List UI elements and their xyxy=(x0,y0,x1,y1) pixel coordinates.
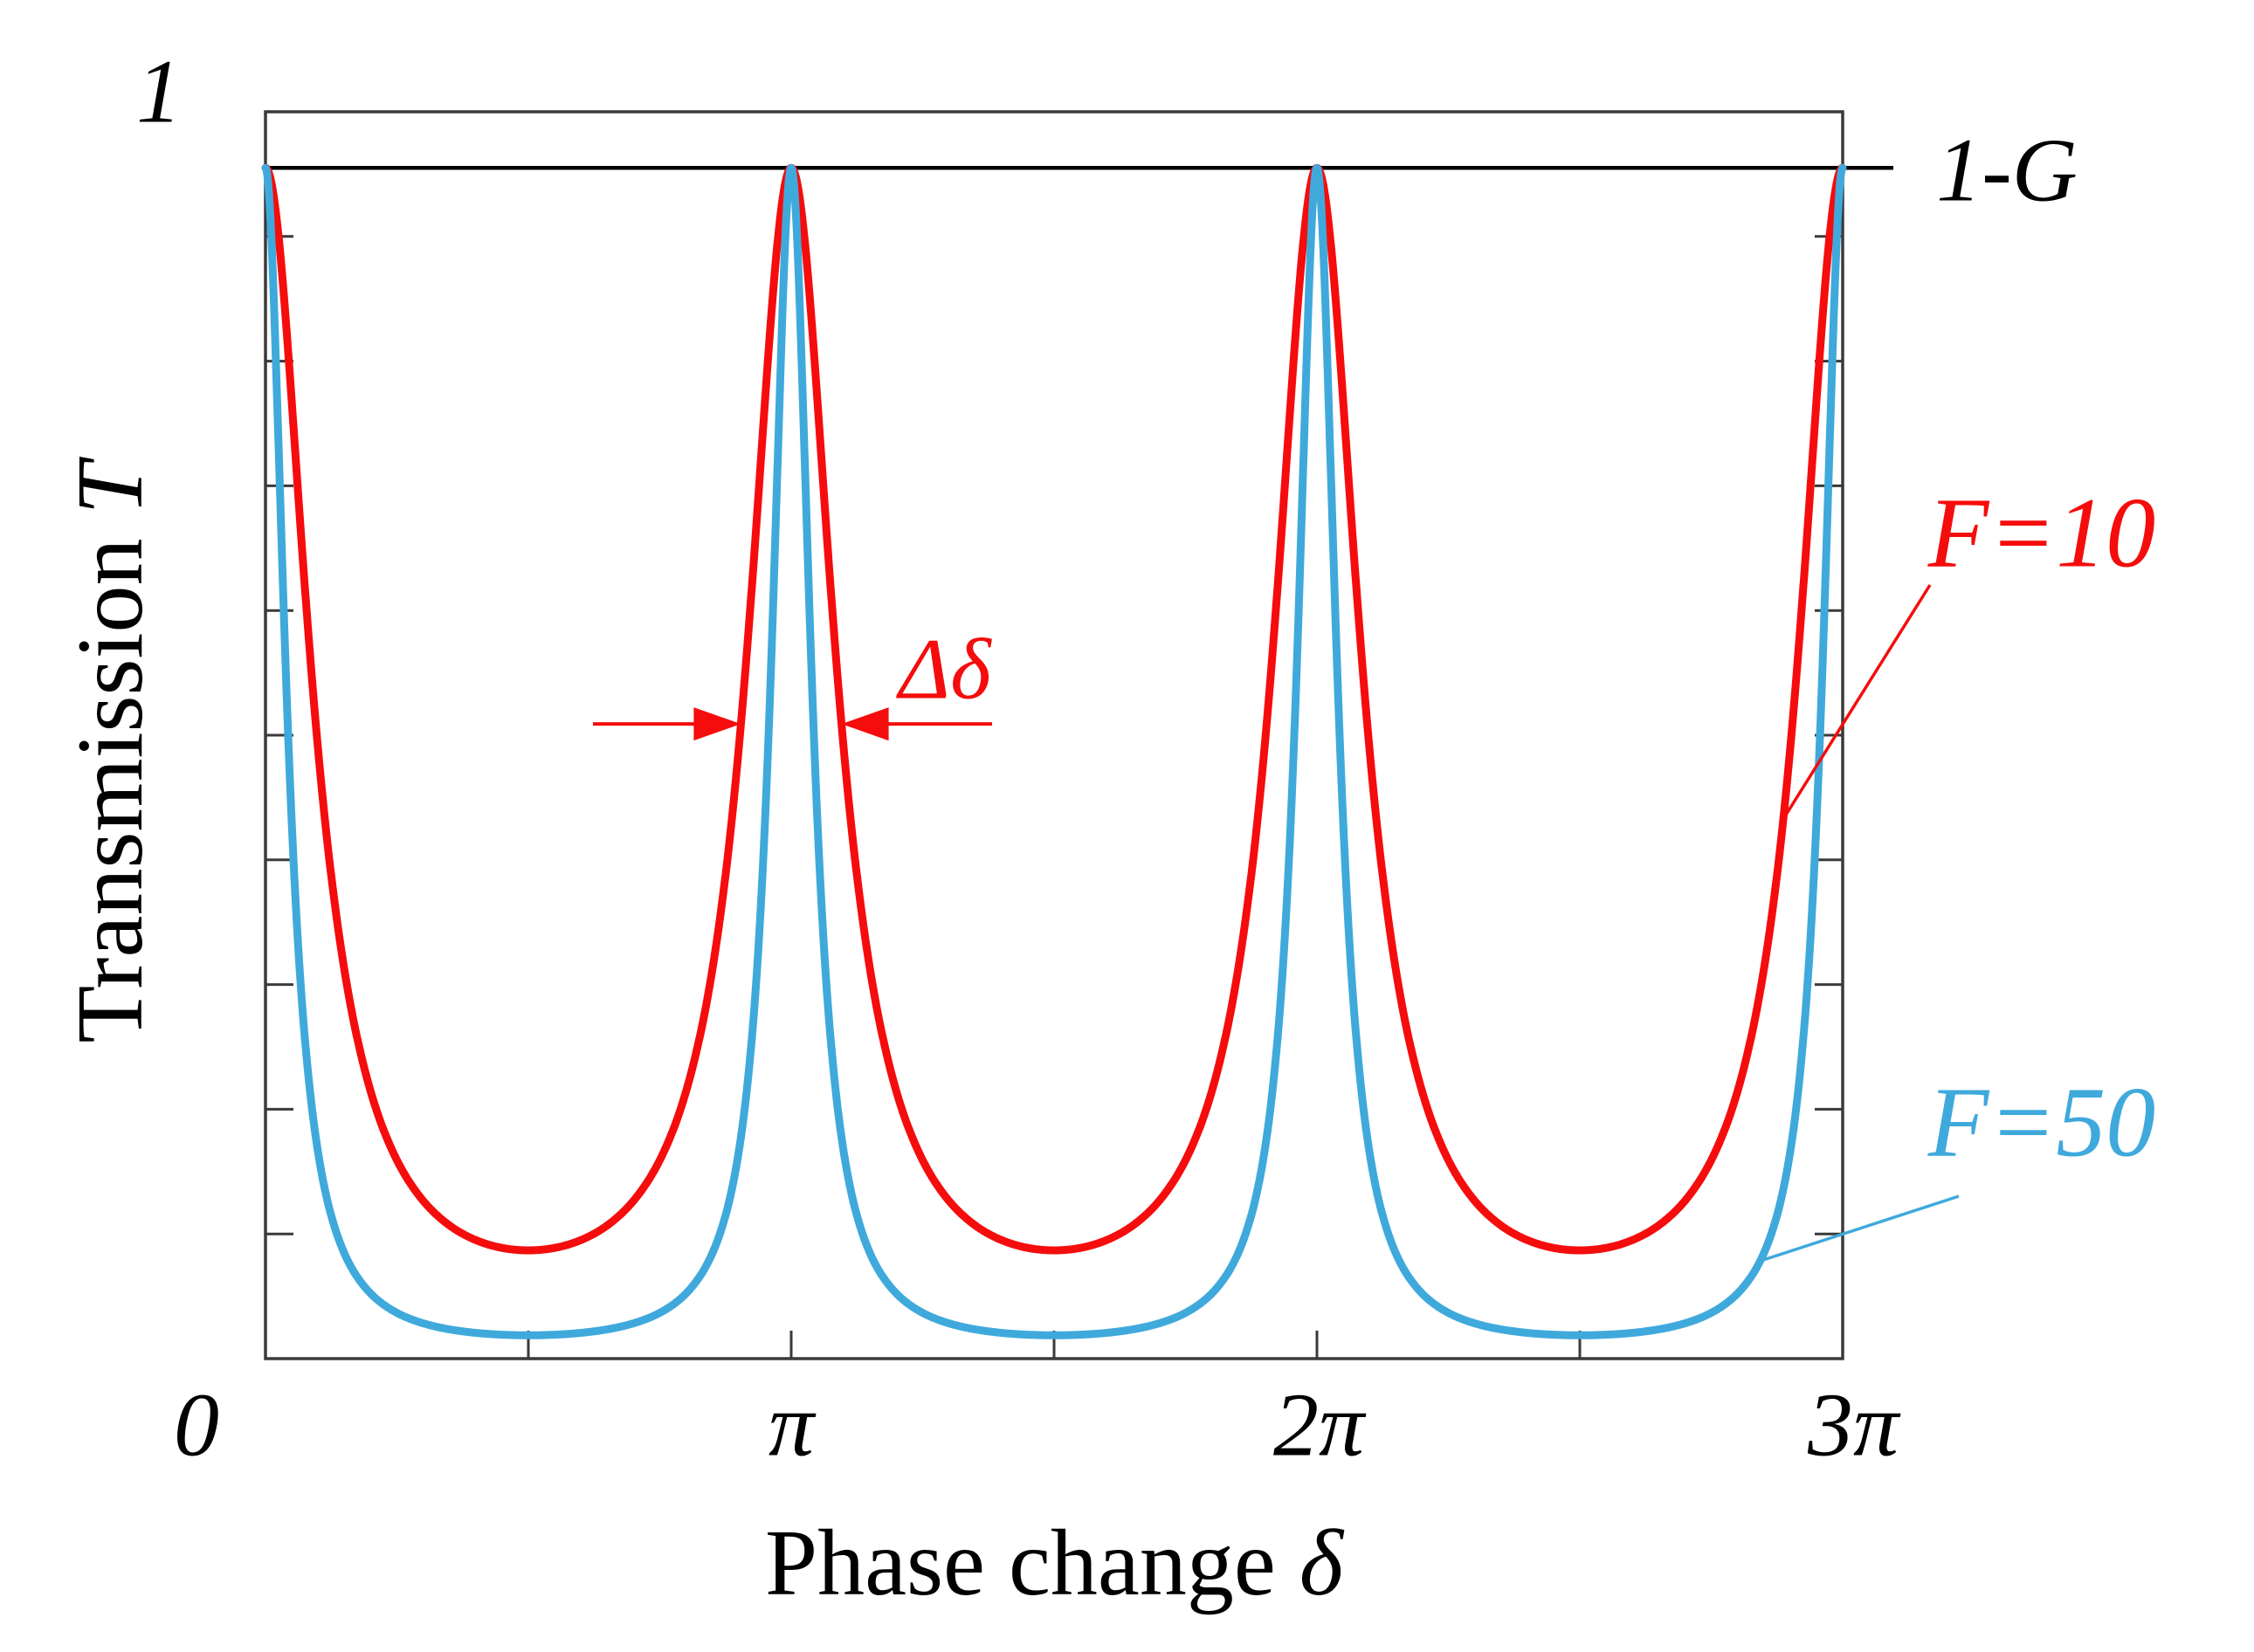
x-tick-label-2pi: 2π xyxy=(1273,1375,1367,1476)
fwhm-delta-label: Δδ xyxy=(895,621,992,718)
plot-border xyxy=(264,110,1844,1360)
series-curve-f10 xyxy=(261,163,1847,1255)
series-curve-f50 xyxy=(261,163,1847,1339)
fwhm-arrows xyxy=(593,707,992,741)
y-axis-title: Transmission T xyxy=(59,456,162,1043)
f10-leader-line xyxy=(1782,584,1932,820)
x-tick-label-0: 0 xyxy=(174,1375,219,1476)
axis-ticks xyxy=(265,235,1843,1359)
x-axis-title-text: Phase change xyxy=(765,1511,1299,1615)
x-axis-title: Phase change δ xyxy=(765,1511,1345,1615)
series-label-f50: F=50 xyxy=(1927,1067,2156,1178)
x-axis-title-symbol: δ xyxy=(1299,1511,1345,1615)
f50-leader-line xyxy=(1760,1194,1960,1263)
y-axis-title-text: Transmission xyxy=(59,514,162,1043)
one-minus-g-label: 1-G xyxy=(1936,120,2078,221)
x-tick-label-3pi: 3π xyxy=(1807,1375,1901,1476)
fwhm-arrowhead-right xyxy=(841,707,889,741)
fwhm-arrowhead-left xyxy=(693,707,741,741)
series-label-f10: F=10 xyxy=(1927,478,2156,589)
y-axis-top-tick-label: 1 xyxy=(136,42,182,142)
x-tick-label-pi: π xyxy=(769,1375,817,1476)
y-axis-title-symbol: T xyxy=(59,456,162,514)
